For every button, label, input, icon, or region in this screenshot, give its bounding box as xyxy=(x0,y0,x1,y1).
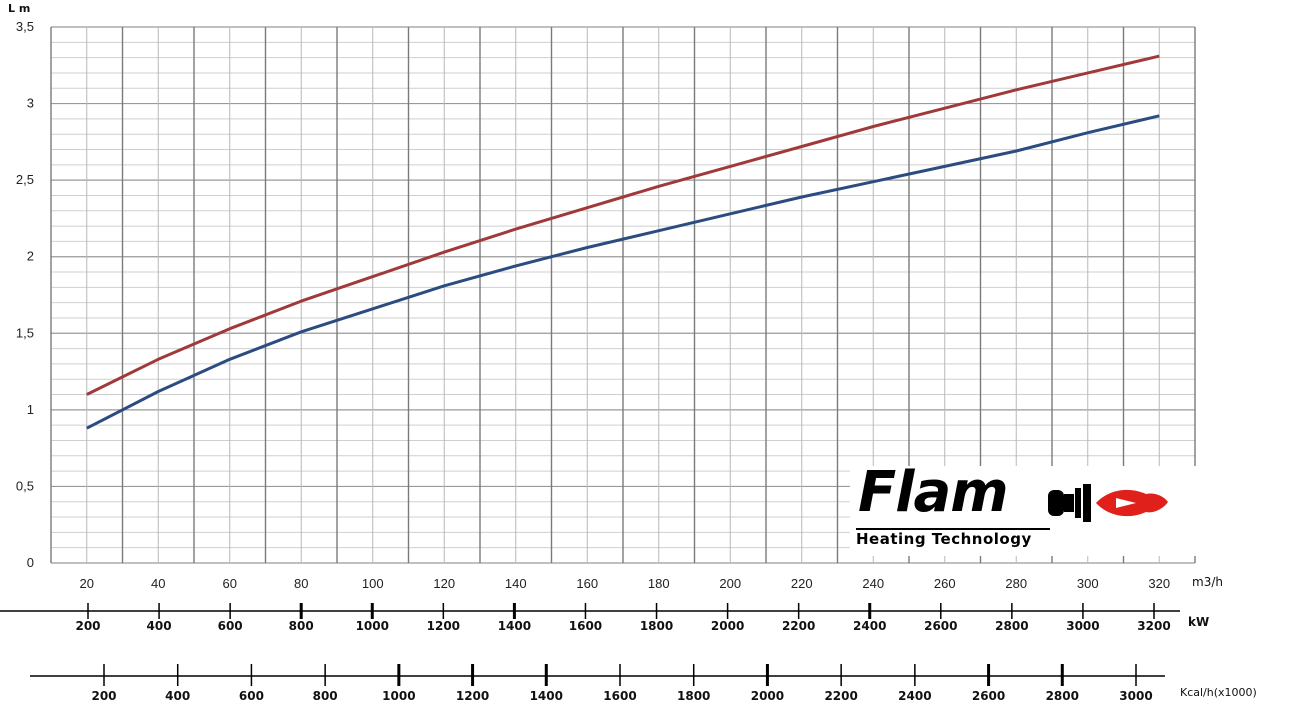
x-tick-label: 200 xyxy=(719,576,741,591)
kcal-tick-label: 2400 xyxy=(898,689,931,703)
y-tick-label: 0,5 xyxy=(16,478,34,493)
kcal-tick-label: 1600 xyxy=(603,689,636,703)
kw-tick-label: 2400 xyxy=(853,619,886,633)
kw-tick-label: 1800 xyxy=(640,619,673,633)
x-tick-label: 260 xyxy=(934,576,956,591)
series-line xyxy=(86,54,1160,396)
brand-underline xyxy=(856,528,1050,530)
series-line xyxy=(86,114,1160,430)
x-tick-label: 220 xyxy=(791,576,813,591)
kcal-tick-label: 800 xyxy=(313,689,338,703)
y-tick-label: 2 xyxy=(27,249,34,264)
kcal-tick-label: 1000 xyxy=(382,689,415,703)
kcal-tick-label: 3000 xyxy=(1119,689,1152,703)
y-axis-label: L m xyxy=(8,2,30,15)
x-tick-label: 100 xyxy=(362,576,384,591)
kcal-tick-label: 400 xyxy=(165,689,190,703)
x-tick-label: 20 xyxy=(80,576,94,591)
kw-tick-label: 600 xyxy=(218,619,243,633)
series-lines xyxy=(86,54,1160,430)
kcal-axis: 200 400 600 800 1000 1200 1400 1600 1800 2000 2200… xyxy=(30,664,1257,703)
x-tick-label: 60 xyxy=(223,576,237,591)
x-axis-unit-label: m3/h xyxy=(1192,575,1223,589)
kcal-tick-label: 2200 xyxy=(824,689,857,703)
kcal-unit-label: Kcal/h(x1000) xyxy=(1180,686,1257,699)
y-tick-label: 3,5 xyxy=(16,19,34,34)
x-tick-label: 40 xyxy=(151,576,165,591)
kw-tick-label: 800 xyxy=(289,619,314,633)
kw-tick-label: 400 xyxy=(147,619,172,633)
kcal-tick-label: 2000 xyxy=(751,689,784,703)
kcal-tick-label: 1400 xyxy=(530,689,563,703)
y-tick-label: 1 xyxy=(27,402,34,417)
kw-tick-label: 3200 xyxy=(1137,619,1170,633)
kw-tick-label: 2000 xyxy=(711,619,744,633)
kw-tick-label: 200 xyxy=(75,619,100,633)
kcal-tick-label: 1800 xyxy=(677,689,710,703)
x-tick-label: 300 xyxy=(1077,576,1099,591)
y-tick-label: 1,5 xyxy=(16,325,34,340)
kw-tick-label: 2200 xyxy=(782,619,815,633)
x-tick-label: 320 xyxy=(1148,576,1170,591)
kcal-tick-label: 600 xyxy=(239,689,264,703)
x-tick-label: 120 xyxy=(433,576,455,591)
x-tick-label: 80 xyxy=(294,576,308,591)
kcal-tick-label: 2600 xyxy=(972,689,1005,703)
brand-logo: Flam Heating Technology xyxy=(850,460,1200,556)
kcal-tick-label: 200 xyxy=(91,689,116,703)
y-tick-label: 0 xyxy=(27,555,34,570)
kw-tick-label: 2800 xyxy=(995,619,1028,633)
kw-tick-label: 1200 xyxy=(427,619,460,633)
kw-tick-label: 1000 xyxy=(356,619,389,633)
y-tick-label: 2,5 xyxy=(16,172,34,187)
kw-tick-label: 2600 xyxy=(924,619,957,633)
x-tick-label: 160 xyxy=(576,576,598,591)
flame-burner-icon xyxy=(1048,484,1168,522)
x-tick-label: 180 xyxy=(648,576,670,591)
x-tick-label: 240 xyxy=(862,576,884,591)
kw-tick-label: 1600 xyxy=(569,619,602,633)
brand-name: Flam xyxy=(858,460,1009,525)
y-tick-labels: 0 0,5 1 1,5 2 2,5 3 3,5 xyxy=(16,19,34,570)
x-tick-label: 140 xyxy=(505,576,527,591)
kcal-tick-label: 2800 xyxy=(1046,689,1079,703)
kw-unit-label: kW xyxy=(1188,615,1209,629)
x-tick-label: 280 xyxy=(1005,576,1027,591)
kcal-tick-label: 1200 xyxy=(456,689,489,703)
kw-tick-label: 1400 xyxy=(498,619,531,633)
y-tick-label: 3 xyxy=(27,96,34,111)
kw-tick-label: 3000 xyxy=(1066,619,1099,633)
kw-axis: 200 400 600 800 1000 1200 1400 1600 1800 2000 2200… xyxy=(0,603,1209,633)
x-tick-labels: 20 40 60 80 100 120 140 160 180 200 220 240 260 280 30… xyxy=(80,576,1171,591)
brand-tagline: Heating Technology xyxy=(856,530,1032,548)
